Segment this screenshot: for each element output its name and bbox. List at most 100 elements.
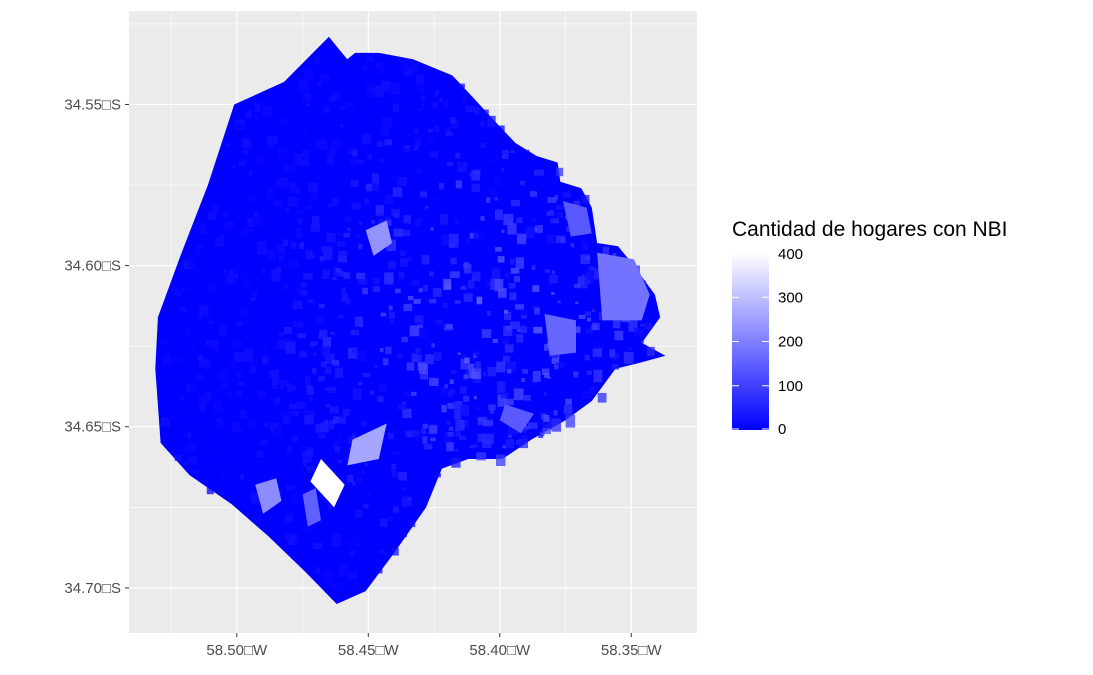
- census-tract: [246, 110, 252, 119]
- census-tract: [284, 327, 292, 334]
- census-tract: [183, 462, 188, 466]
- x-tick-label: 58.40□W: [469, 642, 531, 659]
- census-tract: [542, 428, 551, 435]
- census-tract: [515, 257, 525, 269]
- census-tract: [586, 370, 592, 375]
- census-tract: [451, 370, 457, 375]
- census-tract: [175, 414, 179, 417]
- census-tract: [326, 233, 336, 243]
- census-tract: [494, 196, 498, 201]
- census-tract: [457, 83, 465, 89]
- legend: Cantidad de hogares con NBI 400 300 200 100…: [732, 218, 1008, 438]
- census-tract: [221, 418, 229, 425]
- census-tract: [525, 425, 530, 430]
- census-tract: [384, 139, 393, 146]
- census-tract: [547, 270, 552, 274]
- census-tract: [245, 513, 249, 517]
- census-tract: [449, 379, 454, 384]
- census-tract: [480, 142, 487, 149]
- census-tract: [250, 297, 256, 301]
- census-tract: [442, 101, 449, 108]
- census-tract: [519, 180, 525, 186]
- census-tract: [423, 284, 429, 292]
- census-tract: [563, 405, 573, 415]
- census-tract: [234, 325, 241, 333]
- census-tract: [503, 213, 514, 226]
- census-tract: [302, 517, 310, 526]
- census-tract: [298, 322, 304, 328]
- census-tract: [262, 344, 267, 350]
- census-tract: [330, 141, 340, 150]
- census-tract: [207, 283, 218, 292]
- census-tract: [356, 272, 365, 280]
- census-tract: [287, 196, 298, 207]
- census-tract: [602, 246, 610, 256]
- census-tract: [295, 227, 303, 238]
- legend-label: 0: [778, 421, 786, 438]
- census-tract: [320, 74, 330, 83]
- census-tract: [423, 443, 433, 450]
- census-tract: [253, 517, 262, 523]
- census-tract: [531, 265, 536, 270]
- census-tract: [236, 371, 242, 378]
- census-tract: [320, 422, 329, 433]
- census-tract: [239, 473, 245, 480]
- census-tract: [471, 183, 480, 192]
- census-tract: [585, 311, 592, 316]
- census-tract: [387, 219, 392, 226]
- census-tract: [398, 403, 407, 410]
- census-tract: [162, 355, 172, 366]
- census-tract: [563, 192, 571, 198]
- census-tract: [434, 126, 440, 132]
- census-tract: [370, 390, 375, 396]
- census-tract: [310, 224, 320, 232]
- census-tract: [224, 381, 228, 385]
- census-tract: [555, 204, 563, 210]
- census-tract: [254, 212, 258, 217]
- census-tract: [459, 386, 467, 394]
- census-tract: [505, 438, 515, 449]
- census-tract: [463, 395, 470, 402]
- census-tract: [232, 422, 241, 432]
- census-tract: [592, 348, 602, 358]
- census-tract: [551, 292, 555, 295]
- census-tract: [429, 377, 439, 386]
- census-tract: [467, 363, 475, 372]
- census-tract: [583, 244, 589, 251]
- census-tract: [384, 272, 394, 285]
- census-tract: [532, 285, 540, 292]
- census-tract: [556, 167, 564, 177]
- census-tract: [587, 317, 592, 322]
- census-tract: [420, 95, 426, 101]
- census-tract: [508, 283, 516, 289]
- census-tract: [356, 349, 366, 362]
- census-tract: [460, 285, 467, 290]
- census-tract: [521, 377, 525, 382]
- census-tract: [308, 299, 314, 304]
- census-tract: [215, 237, 225, 247]
- census-tract: [258, 248, 262, 251]
- census-tract: [161, 417, 170, 427]
- census-tract: [209, 320, 213, 325]
- census-tract: [188, 285, 195, 293]
- census-tract: [256, 450, 264, 458]
- census-tract: [555, 235, 566, 243]
- census-tract: [197, 315, 202, 320]
- census-tract: [546, 235, 555, 244]
- census-tract: [262, 106, 272, 117]
- census-tract: [296, 209, 303, 215]
- census-tract: [449, 271, 460, 278]
- census-tract: [515, 439, 520, 445]
- census-tract: [222, 211, 228, 217]
- census-tract: [438, 182, 444, 190]
- census-tract: [269, 422, 279, 428]
- census-tract: [184, 444, 191, 452]
- census-tract: [450, 257, 457, 265]
- census-tract: [366, 56, 374, 62]
- census-tract: [388, 305, 393, 311]
- census-tract: [504, 311, 512, 320]
- census-tract: [397, 177, 407, 186]
- census-tract: [403, 215, 411, 224]
- census-tract: [261, 173, 271, 186]
- census-tract: [218, 327, 226, 336]
